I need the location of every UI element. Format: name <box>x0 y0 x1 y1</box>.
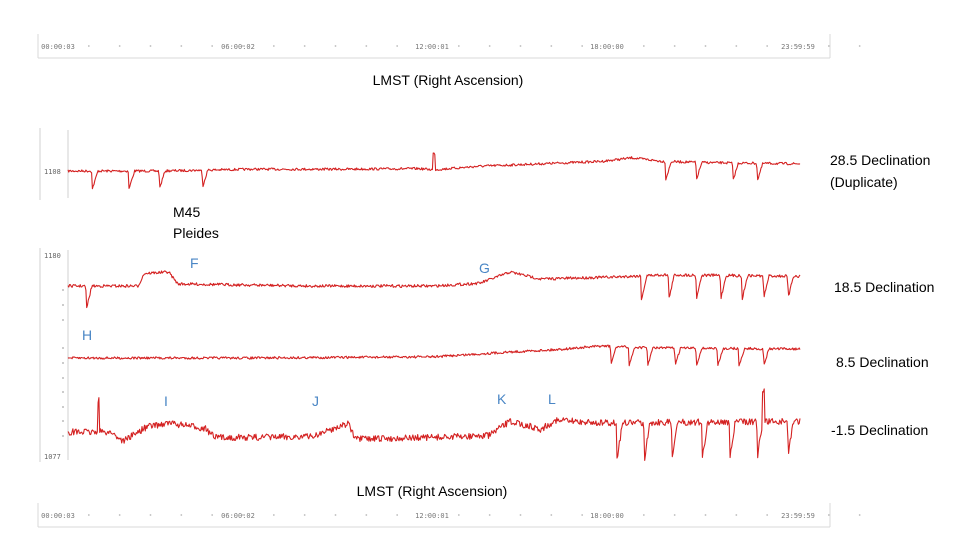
time-tick-dot <box>396 514 399 516</box>
m45-label-line-1: M45 <box>173 204 200 220</box>
time-tick-dot <box>365 45 368 47</box>
time-tick-dot <box>149 45 152 47</box>
row-minus-1-5-y-value: 1077 <box>44 453 61 461</box>
time-tick-dot <box>704 45 707 47</box>
time-tick-dot <box>87 45 90 47</box>
time-tick-dot <box>272 45 275 47</box>
time-tick-dot <box>488 514 491 516</box>
traces <box>67 152 801 461</box>
time-tick-dot <box>642 45 645 47</box>
time-tick-dot <box>735 514 738 516</box>
series-label-minus-1-5: -1.5 Declination <box>831 422 928 438</box>
time-tick-label: 06:00:02 <box>221 512 255 520</box>
top-time-axis: 00:00:03 06:00:02 12:00:01 18:00:00 23:59:59 <box>37 34 861 59</box>
top-axis-title: LMST (Right Ascension) <box>373 72 524 88</box>
time-tick-dot <box>180 45 183 47</box>
left-minor-ticks <box>62 289 64 437</box>
time-tick-dot <box>396 45 399 47</box>
marker-h: H <box>82 327 92 343</box>
time-tick-label: 12:00:01 <box>415 512 449 520</box>
time-tick-dot <box>519 45 522 47</box>
time-tick-dot <box>827 45 830 47</box>
time-tick-label: 00:00:03 <box>41 43 75 51</box>
time-tick-dot <box>673 514 676 516</box>
time-tick-label: 23:59:59 <box>781 43 815 51</box>
marker-l: L <box>548 391 556 407</box>
time-tick-dot <box>427 514 429 516</box>
bottom-axis-ticks: 00:00:03 06:00:02 12:00:01 18:00:00 23:59:59 <box>41 512 861 520</box>
time-tick-label: 12:00:01 <box>415 43 449 51</box>
row-frame-18-5: 1180 1077 <box>39 248 69 462</box>
time-tick-label: 18:00:00 <box>590 43 624 51</box>
time-tick-dot <box>642 514 645 516</box>
time-tick-dot <box>211 45 214 47</box>
series-label-28-5-line-1: 28.5 Declination <box>830 152 930 168</box>
marker-g: G <box>479 260 490 276</box>
marker-k: K <box>497 391 507 407</box>
time-tick-dot <box>797 45 799 47</box>
trace-line <box>67 152 801 190</box>
m45-label-line-2: Pleides <box>173 225 219 241</box>
time-tick-dot <box>550 45 553 47</box>
time-tick-dot <box>766 514 769 516</box>
time-tick-dot <box>57 514 59 516</box>
marker-i: I <box>164 393 168 409</box>
marker-f: F <box>190 255 199 271</box>
trace-line <box>67 388 801 461</box>
time-tick-dot <box>242 45 244 47</box>
trace-line <box>67 344 801 367</box>
time-tick-label: 06:00:02 <box>221 43 255 51</box>
time-tick-dot <box>581 514 584 516</box>
time-tick-dot <box>118 45 121 47</box>
trace-line <box>67 270 801 309</box>
time-tick-dot <box>581 45 584 47</box>
row-frame-28-5: 1108 <box>39 128 69 200</box>
time-tick-dot <box>766 45 769 47</box>
time-tick-dot <box>612 514 614 516</box>
time-tick-dot <box>334 514 337 516</box>
time-tick-dot <box>735 45 738 47</box>
time-tick-dot <box>334 45 337 47</box>
row-28-5-y-value: 1108 <box>44 168 61 176</box>
time-tick-label: 18:00:00 <box>590 512 624 520</box>
row-18-5-y-value: 1180 <box>44 252 61 260</box>
time-tick-dot <box>704 514 707 516</box>
time-tick-dot <box>519 514 522 516</box>
series-label-18-5: 18.5 Declination <box>834 279 934 295</box>
time-tick-dot <box>242 514 244 516</box>
time-tick-dot <box>673 45 676 47</box>
top-axis-ticks: 00:00:03 06:00:02 12:00:01 18:00:00 23:59:59 <box>41 43 861 51</box>
series-label-8-5: 8.5 Declination <box>836 354 929 370</box>
time-tick-dot <box>57 45 59 47</box>
time-tick-dot <box>457 45 460 47</box>
time-tick-dot <box>118 514 121 516</box>
bottom-axis-title: LMST (Right Ascension) <box>357 483 508 499</box>
time-tick-dot <box>612 45 614 47</box>
series-label-28-5-line-2: (Duplicate) <box>830 174 898 190</box>
time-tick-label: 23:59:59 <box>781 512 815 520</box>
time-tick-dot <box>87 514 90 516</box>
time-tick-dot <box>149 514 152 516</box>
time-tick-dot <box>180 514 183 516</box>
time-tick-dot <box>827 514 830 516</box>
time-tick-dot <box>457 514 460 516</box>
time-tick-dot <box>427 45 429 47</box>
time-tick-dot <box>365 514 368 516</box>
time-tick-dot <box>303 45 306 47</box>
time-tick-dot <box>211 514 214 516</box>
time-tick-label: 00:00:03 <box>41 512 75 520</box>
time-tick-dot <box>858 45 861 47</box>
marker-j: J <box>312 393 319 409</box>
time-tick-dot <box>303 514 306 516</box>
time-tick-dot <box>858 514 861 516</box>
time-tick-dot <box>550 514 553 516</box>
time-tick-dot <box>797 514 799 516</box>
bottom-time-axis: 00:00:03 06:00:02 12:00:01 18:00:00 23:59:59 <box>37 503 861 528</box>
time-tick-dot <box>272 514 275 516</box>
time-tick-dot <box>488 45 491 47</box>
